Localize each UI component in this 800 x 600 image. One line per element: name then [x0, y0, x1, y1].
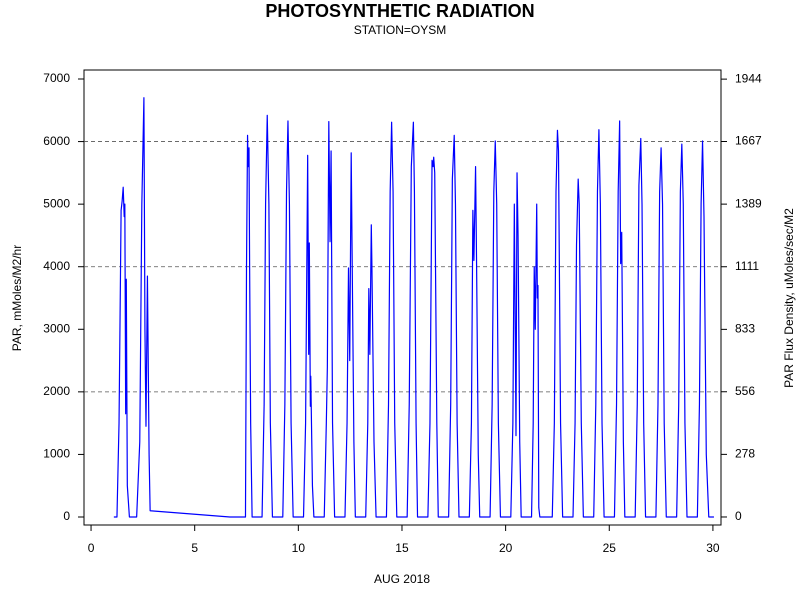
y-tick-label: 2000: [43, 384, 70, 398]
x-tick-label: 30: [706, 541, 720, 555]
y2-tick-label: 1389: [735, 196, 762, 210]
y-tick-label: 5000: [43, 196, 70, 210]
y2-tick-label: 1111: [735, 259, 759, 273]
y-tick-label: 7000: [43, 71, 70, 85]
y-tick-label: 1000: [43, 447, 70, 461]
y2-tick-label: 1944: [735, 71, 762, 85]
y-tick-label: 4000: [43, 259, 70, 273]
x-tick-label: 0: [88, 541, 95, 555]
x-tick-label: 25: [603, 541, 617, 555]
x-axis-label: AUG 2018: [374, 572, 430, 586]
y-axis-label: PAR, mMoles/M2/hr: [10, 245, 24, 351]
y2-tick-label: 0: [735, 509, 742, 523]
y-tick-label: 3000: [43, 321, 70, 335]
y2-tick-label: 833: [735, 322, 755, 336]
x-tick-label: 15: [395, 541, 409, 555]
y-tick-label: 6000: [43, 134, 70, 148]
y2-tick-label: 1667: [735, 134, 762, 148]
plot-frame: [83, 69, 722, 526]
x-tick-label: 5: [191, 541, 198, 555]
chart-subtitle: STATION=OYSM: [354, 23, 447, 37]
data-line: [113, 97, 714, 518]
chart-title: PHOTOSYNTHETIC RADIATION: [265, 1, 534, 21]
y2-tick-label: 556: [735, 384, 755, 398]
x-tick-label: 10: [292, 541, 306, 555]
y2-axis-label: PAR Flux Density, uMoles/sec/M2: [782, 208, 796, 388]
y-tick-label: 0: [63, 509, 70, 523]
x-tick-label: 20: [499, 541, 513, 555]
y2-tick-label: 278: [735, 447, 755, 461]
